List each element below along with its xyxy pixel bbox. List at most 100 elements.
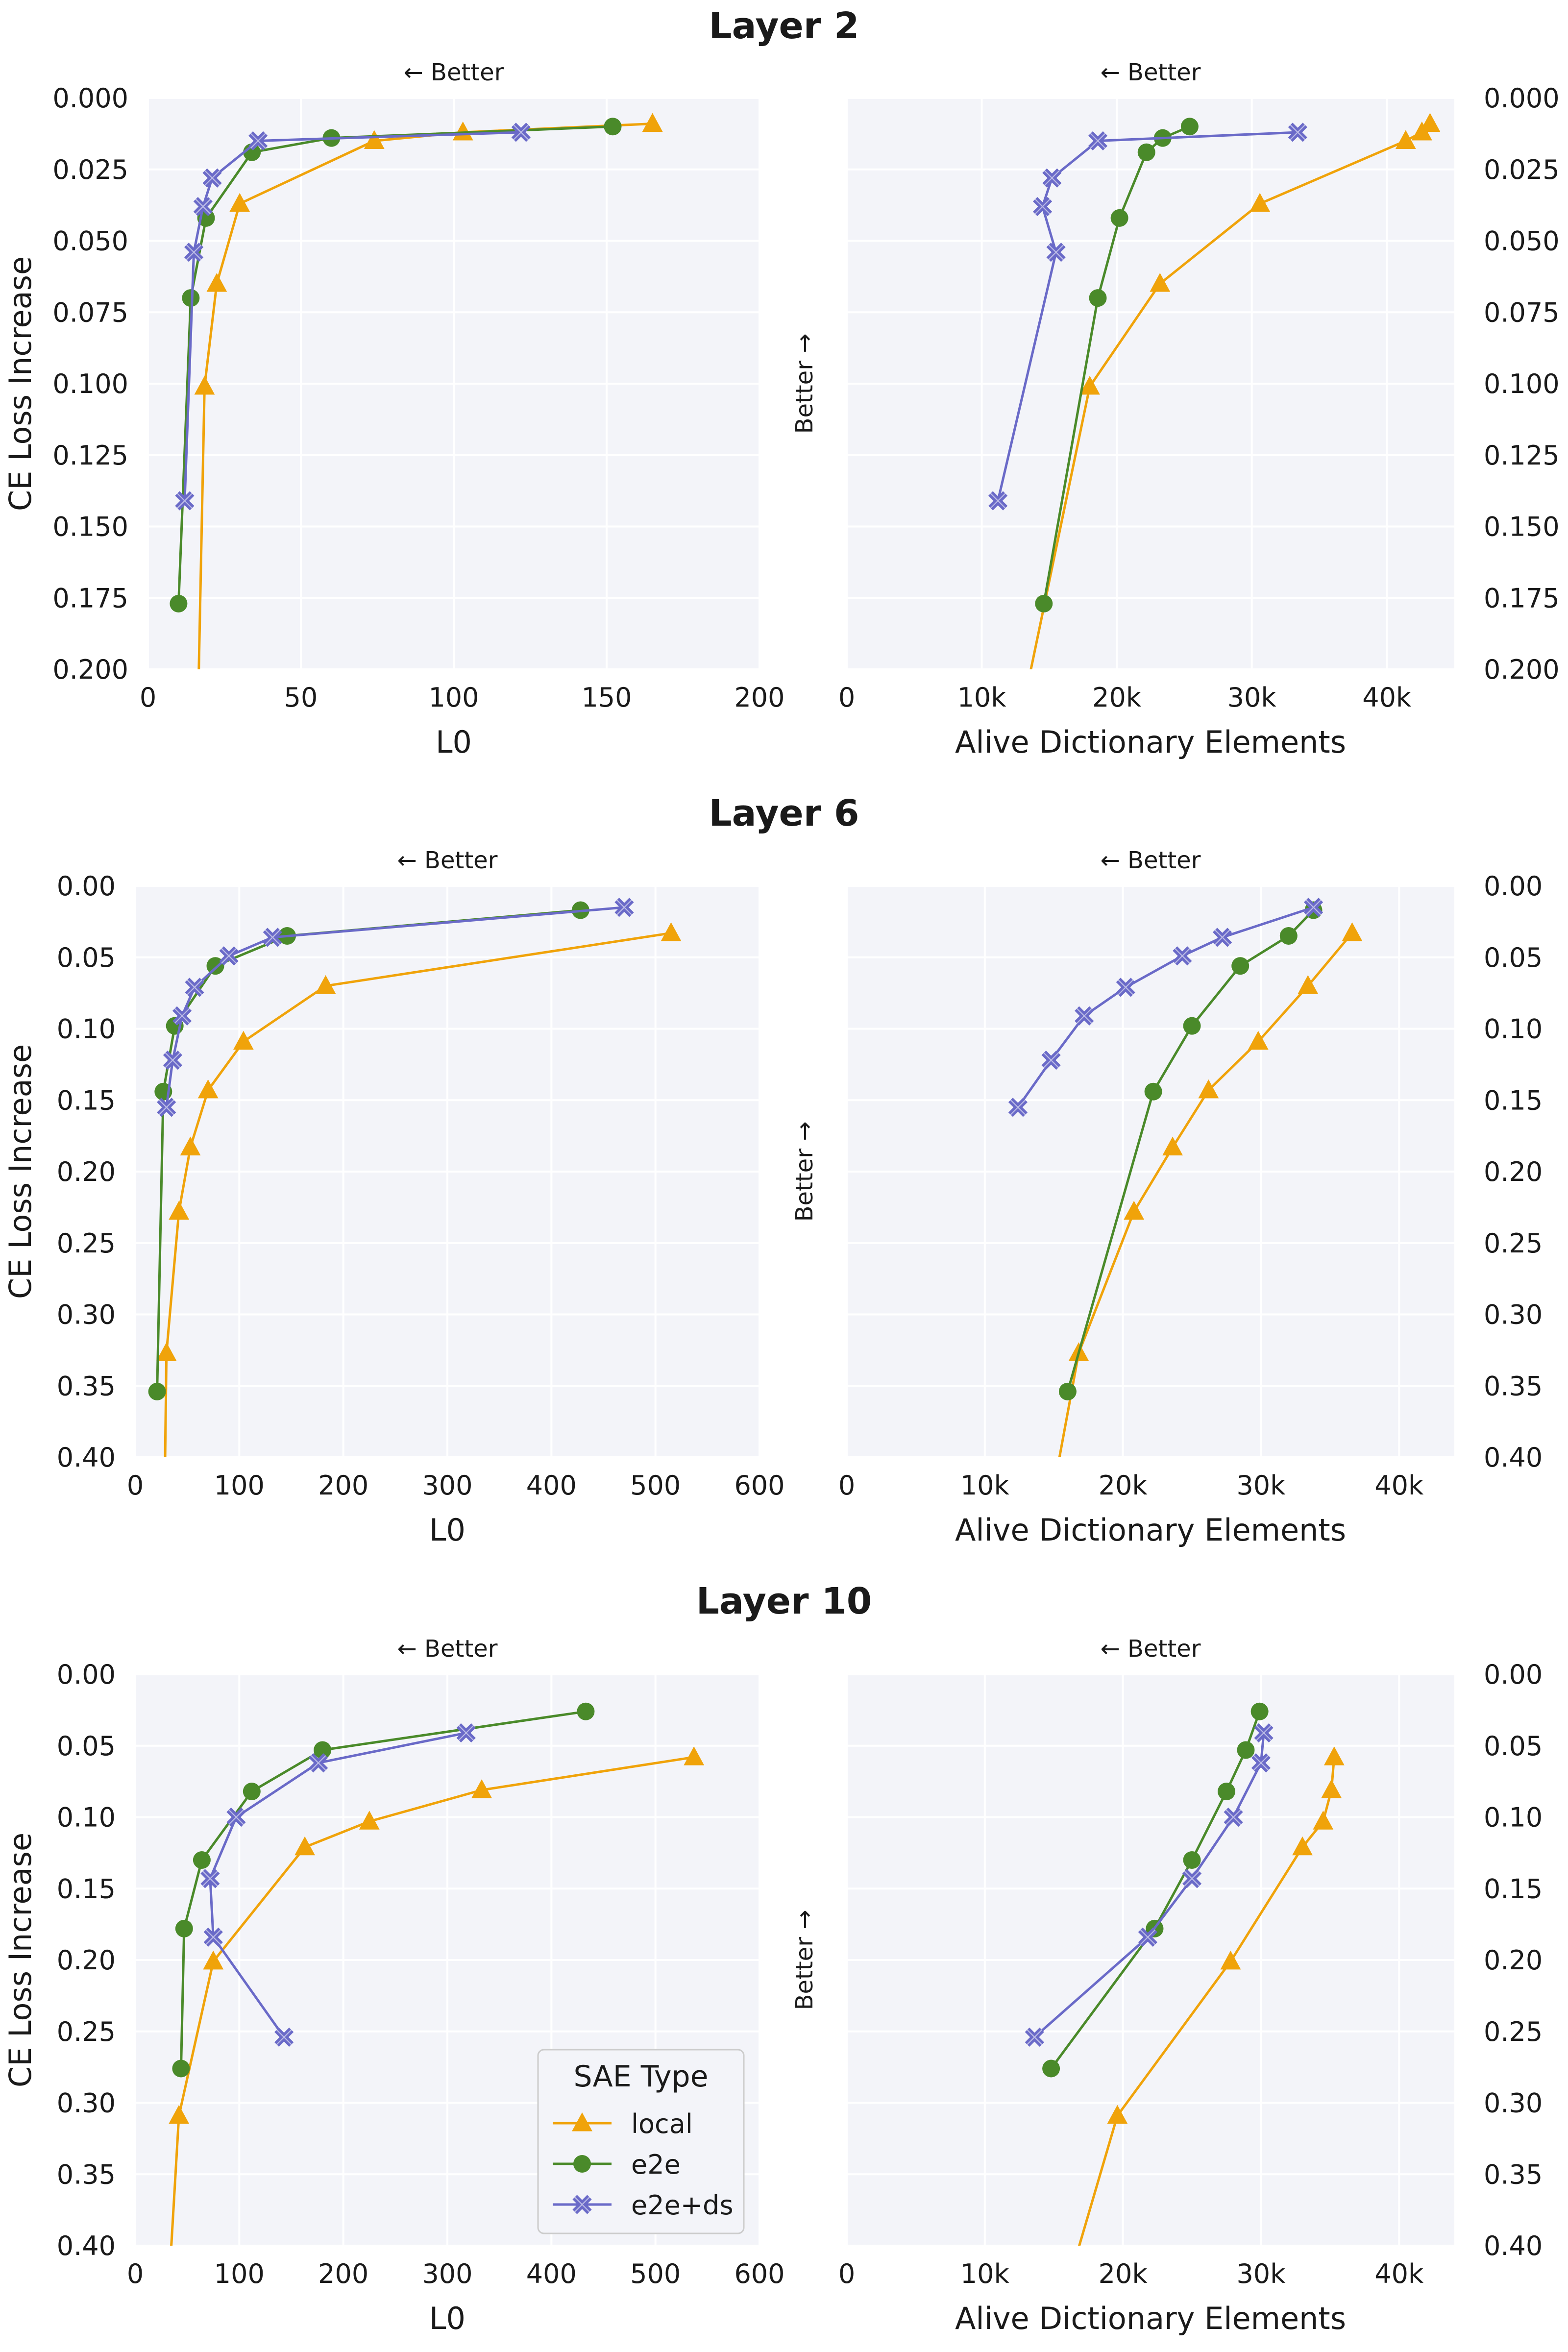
data-point-e2e_ds-highlight (195, 198, 211, 215)
layer-title-10: Layer 10 (696, 1580, 872, 1622)
data-point-e2e_ds-highlight (1010, 1100, 1026, 1115)
y-tick-label: 0.15 (57, 1085, 116, 1116)
y-tick-label: 0.25 (1484, 2016, 1543, 2047)
data-point-local (359, 1811, 380, 1830)
data-point-local (185, 830, 206, 849)
x-tick-label: 150 (581, 682, 632, 713)
data-point-local (315, 975, 336, 994)
data-point-local (471, 1779, 492, 1798)
data-point-e2e_ds-highlight (250, 133, 266, 149)
data-point-local (1023, 1590, 1044, 1609)
better-left-annotation: ← Better (404, 59, 504, 86)
y-tick-label: 0.025 (1484, 154, 1560, 185)
data-point-e2e (1058, 1382, 1077, 1400)
layer-title-2: Layer 2 (709, 5, 859, 47)
data-point-local (169, 1200, 190, 1220)
data-point-e2e_ds-highlight (165, 1052, 181, 1068)
x-axis-label: L0 (429, 1512, 466, 1548)
y-tick-label: 0.30 (57, 1299, 116, 1330)
data-point-e2e_ds-highlight (1253, 1755, 1269, 1771)
data-point-local (153, 1590, 173, 1609)
x-tick-label: 30k (1236, 1470, 1286, 1501)
better-up-annotation: Better → (791, 334, 818, 434)
y-tick-label: 0.175 (52, 583, 128, 613)
data-point-e2e (206, 957, 224, 975)
y-tick-label: 0.050 (52, 226, 128, 257)
data-point-local (364, 130, 385, 149)
x-tick-label: 10k (960, 1470, 1010, 1501)
y-tick-label: 0.20 (1484, 1945, 1543, 1976)
x-tick-label: 40k (1374, 1470, 1424, 1501)
legend-title: SAE Type (573, 2059, 708, 2094)
series-line-local (1058, 932, 1353, 1457)
y-tick-label: 0.20 (1484, 1156, 1543, 1187)
x-tick-label: 400 (526, 1470, 577, 1501)
x-tick-label: 300 (422, 2258, 472, 2289)
y-tick-label: 0.35 (57, 1371, 116, 1401)
data-point-e2e (1137, 143, 1155, 161)
data-point-local (169, 2105, 190, 2124)
data-point-e2e_ds-highlight (1290, 124, 1306, 140)
data-point-local (1321, 1779, 1342, 1798)
x-tick-label: 300 (422, 1470, 472, 1501)
legend-marker-e2e_ds-highlight (574, 2197, 590, 2212)
y-axis-label: CE Loss Increase (2, 1044, 38, 1299)
y-tick-label: 0.10 (57, 1802, 116, 1833)
data-point-e2e (175, 1919, 193, 1937)
data-point-e2e_ds-highlight (228, 1809, 244, 1825)
series-group (170, 113, 663, 849)
x-tick-label: 10k (957, 682, 1007, 713)
data-point-e2e (182, 289, 200, 307)
data-point-local (1150, 272, 1171, 292)
data-point-local (1342, 922, 1363, 941)
data-point-e2e_ds-highlight (202, 1871, 218, 1886)
y-tick-label: 0.15 (1484, 1085, 1543, 1116)
y-tick-label: 0.025 (52, 154, 128, 185)
y-axis-label: CE Loss Increase (2, 1833, 38, 2087)
data-point-local (206, 272, 227, 292)
data-point-e2e_ds-highlight (990, 493, 1006, 509)
data-point-e2e (1042, 2059, 1060, 2078)
data-point-e2e_ds-highlight (1225, 1809, 1241, 1825)
better-up-annotation: Better → (791, 1122, 818, 1222)
legend-marker-e2e (573, 2155, 591, 2173)
x-tick-label: 20k (1099, 1470, 1148, 1501)
data-point-e2e_ds-highlight (265, 930, 281, 945)
chart-panel-5: 0 100 200 300 400 500 600 0.00 0.05 0.10 0.15 0.20 0… (2, 1635, 784, 2336)
chart-panel-1: 0 50 100 150 200 0.000 0.025 0.050 0.075 0.100 0.1… (2, 59, 784, 849)
y-tick-label: 0.35 (57, 2159, 116, 2190)
data-point-local (197, 1079, 219, 1099)
x-axis-label: Alive Dictionary Elements (955, 2301, 1346, 2336)
data-point-local (1292, 1836, 1313, 1856)
series-group (1025, 1702, 1345, 2246)
x-tick-label: 20k (1099, 2258, 1148, 2289)
data-point-e2e_ds-highlight (1118, 980, 1134, 995)
data-point-local (1248, 1030, 1269, 1050)
x-tick-label: 20k (1092, 682, 1142, 713)
y-tick-label: 0.00 (57, 871, 116, 902)
data-point-local (684, 1746, 705, 1765)
y-tick-label: 0.100 (52, 368, 128, 399)
y-tick-label: 0.05 (1484, 1731, 1543, 1762)
x-tick-label: 100 (214, 1470, 265, 1501)
x-tick-label: 0 (127, 1470, 144, 1501)
data-point-e2e (1279, 927, 1298, 945)
data-point-local (1079, 375, 1100, 395)
y-tick-label: 0.05 (1484, 942, 1543, 973)
legend-box (537, 2049, 745, 2234)
y-tick-label: 0.35 (1484, 2159, 1543, 2190)
legend-marker-local (572, 2112, 592, 2132)
y-tick-label: 0.00 (1484, 871, 1543, 902)
data-point-local (1420, 113, 1441, 132)
data-point-e2e (1218, 1783, 1235, 1801)
series-group (988, 113, 1441, 669)
x-tick-label: 30k (1227, 682, 1277, 713)
data-point-local (1298, 975, 1319, 994)
y-tick-label: 0.175 (1484, 583, 1560, 613)
y-tick-label: 0.075 (1484, 297, 1560, 328)
x-tick-label: 30k (1236, 2258, 1286, 2289)
data-point-e2e_ds-highlight (177, 493, 193, 509)
chart-panel-4: 0 10k 20k 30k 40k 0.00 0.05 0.10 0.15 0.20 0.25 0.3… (791, 847, 1543, 1609)
x-tick-label: 0 (838, 1470, 855, 1501)
